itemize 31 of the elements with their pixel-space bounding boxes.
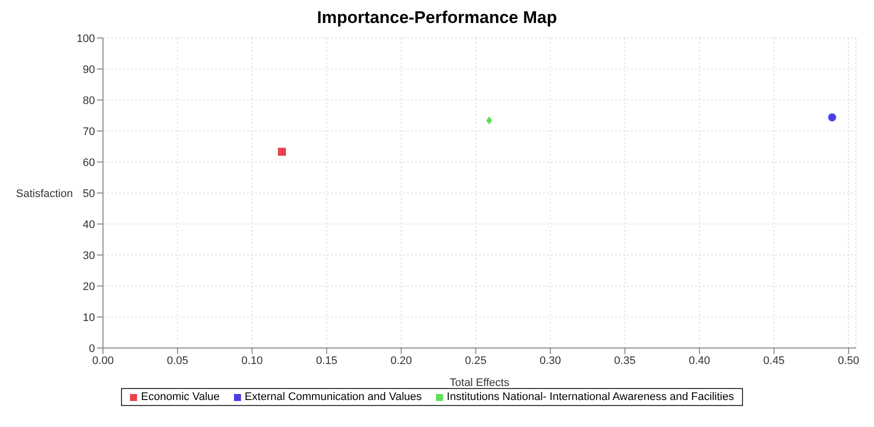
x-tick-label: 0.15 xyxy=(316,354,338,367)
x-tick-label: 0.10 xyxy=(241,354,263,367)
x-tick-label: 0.25 xyxy=(465,354,486,367)
point xyxy=(278,148,286,156)
x-tick-label: 0.00 xyxy=(92,354,114,367)
y-tick-label: 80 xyxy=(82,94,95,107)
x-tick-label: 0.20 xyxy=(390,354,412,367)
y-tick-label: 90 xyxy=(82,64,95,76)
y-tick-label: 30 xyxy=(82,250,95,262)
y-tick-label: 60 xyxy=(82,156,95,169)
legend-label: Institutions National- International Awareness and Facilities xyxy=(446,391,734,403)
y-tick-label: 40 xyxy=(82,218,95,231)
x-tick-label: 0.45 xyxy=(763,354,785,367)
y-tick-label: 20 xyxy=(82,280,95,293)
y-tick-label: 50 xyxy=(82,188,95,200)
x-tick-label: 0.40 xyxy=(688,354,710,367)
x-tick-label: 0.05 xyxy=(166,354,188,367)
y-tick-label: 100 xyxy=(76,32,95,45)
x-tick-label: 0.50 xyxy=(838,354,860,367)
y-axis-title: Satisfaction xyxy=(16,188,73,200)
x-tick-label: 0.30 xyxy=(540,354,562,367)
chart-title: Importance-Performance Map xyxy=(316,8,558,29)
point xyxy=(828,113,836,122)
x-tick-label: 0.35 xyxy=(614,354,636,367)
y-tick-label: 70 xyxy=(82,126,95,138)
legend-label: Economic Value xyxy=(141,391,220,403)
y-tick-label: 10 xyxy=(82,312,95,324)
legend-label: External Communication and Values xyxy=(244,391,422,403)
y-tick-label: 0 xyxy=(88,342,95,355)
x-axis-title: Total Effects xyxy=(450,377,510,389)
point xyxy=(486,116,492,124)
